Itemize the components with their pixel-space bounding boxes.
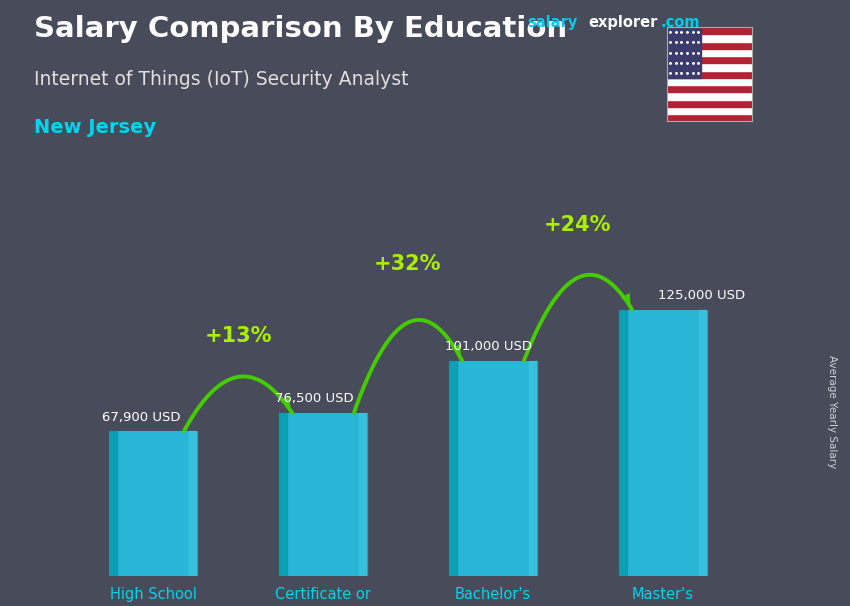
Bar (700, 310, 707, 576)
Bar (667, 107, 752, 114)
Bar (667, 56, 752, 64)
Text: 67,900 USD: 67,900 USD (102, 411, 180, 424)
Bar (667, 27, 752, 35)
Bar (190, 431, 197, 576)
Text: 76,500 USD: 76,500 USD (275, 392, 354, 405)
Bar (449, 361, 456, 576)
Text: +13%: +13% (204, 326, 272, 346)
Bar (619, 310, 626, 576)
Text: explorer: explorer (588, 15, 658, 30)
Bar (667, 35, 752, 42)
Bar (667, 78, 752, 85)
Text: Salary Comparison By Education: Salary Comparison By Education (34, 15, 567, 43)
Text: 101,000 USD: 101,000 USD (445, 340, 532, 353)
Bar (279, 413, 286, 576)
Text: +32%: +32% (374, 253, 442, 273)
Bar (667, 92, 752, 99)
Bar (619, 310, 707, 576)
Text: 125,000 USD: 125,000 USD (658, 289, 745, 302)
Text: .com: .com (660, 15, 700, 30)
Bar (109, 431, 116, 576)
Bar (667, 27, 701, 78)
Bar (109, 431, 197, 576)
Text: salary: salary (527, 15, 577, 30)
Bar (279, 413, 367, 576)
Bar (667, 114, 752, 121)
Bar (667, 64, 752, 71)
Text: Average Yearly Salary: Average Yearly Salary (827, 356, 837, 468)
Text: Internet of Things (IoT) Security Analyst: Internet of Things (IoT) Security Analys… (34, 70, 409, 88)
Text: New Jersey: New Jersey (34, 118, 156, 137)
Bar (360, 413, 367, 576)
Bar (667, 71, 752, 78)
Bar (667, 42, 752, 49)
Bar (449, 361, 537, 576)
Bar (667, 49, 752, 56)
Bar (530, 361, 537, 576)
Text: +24%: +24% (544, 215, 612, 235)
Bar (667, 99, 752, 107)
Bar (667, 85, 752, 92)
